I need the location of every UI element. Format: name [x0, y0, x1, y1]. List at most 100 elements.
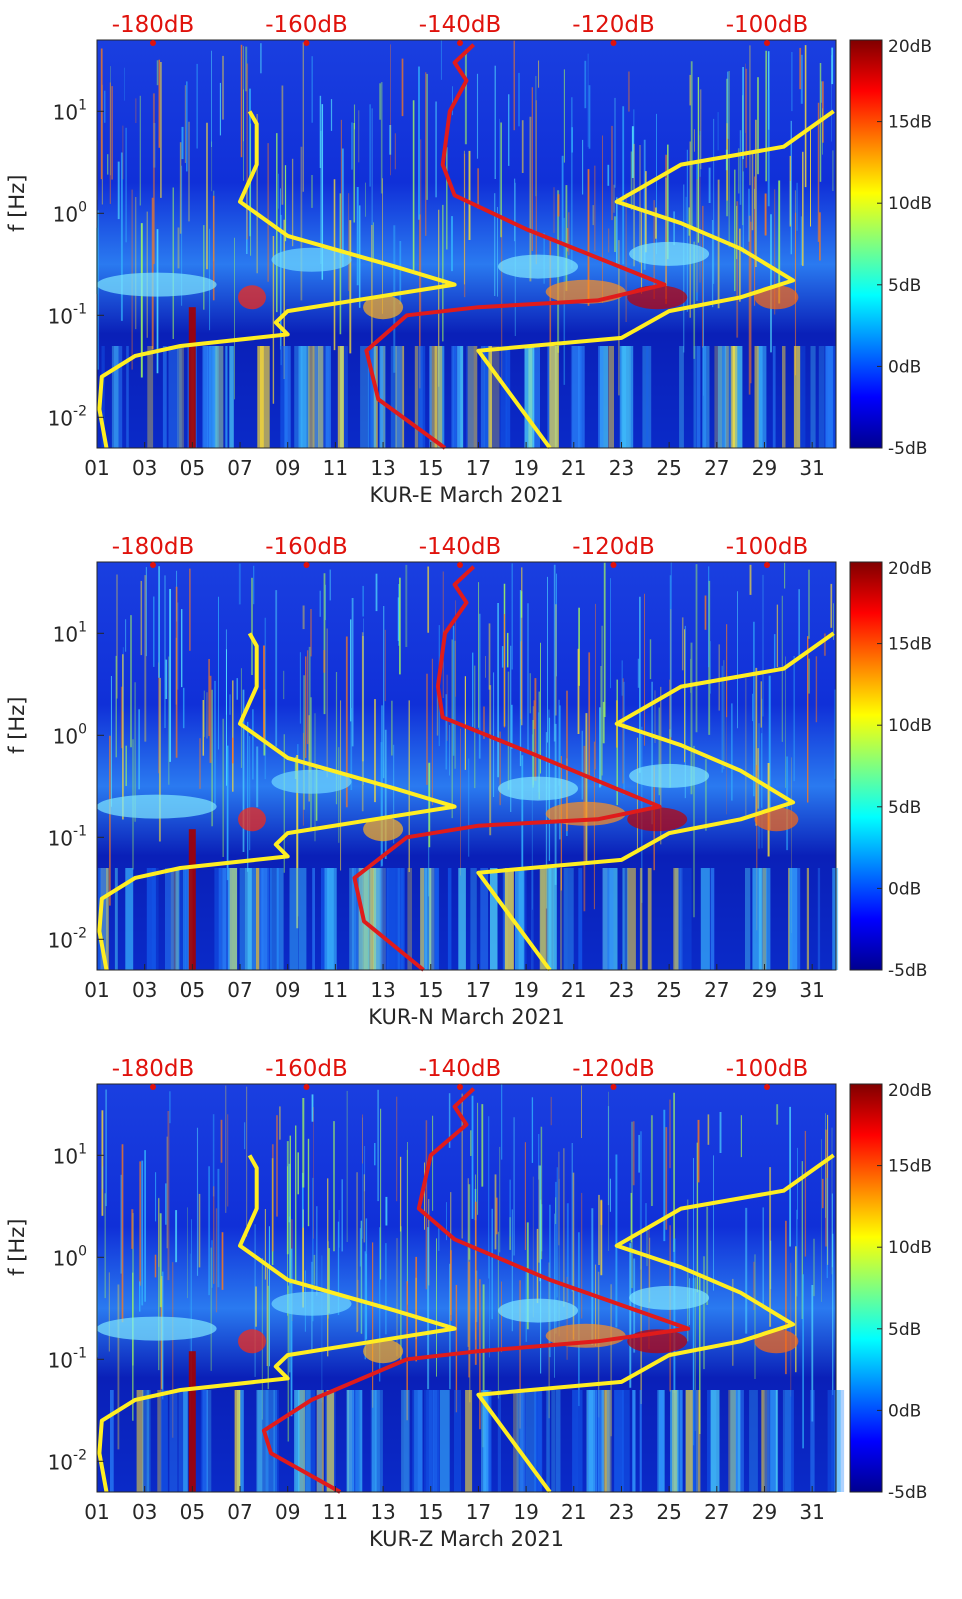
x-axis-label: KUR-N March 2021 [368, 1005, 564, 1029]
db-scale-marker [457, 562, 463, 568]
event-column [188, 1351, 196, 1492]
x-tick-label: 05 [180, 978, 205, 1002]
y-axis-label: f [Hz] [5, 175, 29, 232]
colorbar-tick-label: 10dB [888, 716, 932, 736]
x-tick-label: 25 [656, 456, 681, 480]
colorbar-tick-label: 15dB [888, 113, 932, 133]
x-tick-label: 27 [704, 456, 729, 480]
colorbar-tick-label: -5dB [888, 1483, 927, 1503]
x-axis-label: KUR-Z March 2021 [369, 1527, 564, 1551]
event-column [188, 829, 196, 970]
y-tick-label: 100 [53, 1243, 87, 1270]
y-tick-label: 101 [53, 97, 87, 124]
colorbar-tick-label: 20dB [888, 37, 932, 57]
colorbar-tick-label: -5dB [888, 961, 927, 981]
db-scale-marker [303, 562, 310, 568]
x-tick-label: 15 [418, 978, 443, 1002]
median-curve [352, 565, 662, 972]
x-tick-label: 31 [799, 1500, 824, 1524]
x-tick-label: 01 [84, 1500, 109, 1524]
y-tick-label: 10-1 [48, 1345, 87, 1372]
db-scale-label: -140dB [419, 12, 502, 38]
y-tick-label: 10-1 [48, 301, 87, 328]
x-tick-label: 23 [609, 456, 634, 480]
db-scale-label: -160dB [265, 1056, 348, 1082]
x-tick-label: 07 [227, 456, 252, 480]
colorbar-tick-label: 20dB [888, 559, 932, 579]
db-scale-label: -120dB [572, 1056, 655, 1082]
x-tick-label: 11 [323, 978, 348, 1002]
y-tick-label: 101 [53, 619, 87, 646]
median-curve [261, 1087, 691, 1494]
panel-1: 01 03 05 07 09 11 13 15 17 19 21 23 25 27 29 31 10-2 10-1… [5, 12, 932, 507]
colorbar-tick-label: 10dB [888, 194, 932, 214]
x-tick-label: 31 [799, 456, 824, 480]
x-tick-label: 25 [656, 978, 681, 1002]
x-tick-label: 03 [132, 456, 157, 480]
db-scale-label: -100dB [726, 534, 809, 560]
model-curve-2 [476, 1153, 835, 1494]
db-scale-label: -140dB [419, 1056, 502, 1082]
db-scale-label: -120dB [572, 534, 655, 560]
x-tick-label: 23 [609, 1500, 634, 1524]
x-tick-label: 27 [704, 1500, 729, 1524]
colorbar-tick-label: 5dB [888, 276, 921, 296]
x-tick-label: 07 [227, 978, 252, 1002]
db-scale-label: -160dB [265, 12, 348, 38]
model-curve-1 [97, 1154, 457, 1493]
model-curve-1 [97, 110, 457, 449]
db-scale-marker [150, 562, 156, 568]
db-scale-marker [610, 1084, 617, 1090]
colorbar-tick-label: 5dB [888, 1320, 921, 1340]
x-tick-label: 13 [370, 456, 395, 480]
x-tick-label: 29 [752, 456, 777, 480]
x-tick-label: 09 [275, 1500, 300, 1524]
x-tick-label: 15 [418, 1500, 443, 1524]
colorbar [849, 1083, 883, 1493]
y-tick-label: 10-2 [48, 925, 87, 952]
x-tick-label: 19 [513, 456, 538, 480]
x-tick-label: 21 [561, 1500, 586, 1524]
spectrogram-streaks [97, 562, 839, 970]
db-scale-label: -180dB [112, 1056, 195, 1082]
model-curve-2 [476, 631, 835, 972]
y-tick-label: 10-1 [48, 823, 87, 850]
colorbar [849, 561, 883, 971]
panel-2: 01 03 05 07 09 11 13 15 17 19 21 23 25 27 29 31 10-2 10-1… [5, 534, 932, 1029]
x-tick-label: 09 [275, 978, 300, 1002]
x-tick-label: 03 [132, 1500, 157, 1524]
x-axis-label: KUR-E March 2021 [370, 483, 564, 507]
db-scale-label: -160dB [265, 534, 348, 560]
db-scale-marker [303, 40, 310, 46]
y-axis-label: f [Hz] [5, 697, 29, 754]
x-tick-label: 21 [561, 456, 586, 480]
db-scale-marker [764, 40, 770, 46]
db-scale-label: -100dB [726, 12, 809, 38]
db-scale-marker [303, 1084, 310, 1090]
db-scale-label: -180dB [112, 534, 195, 560]
colorbar-tick-label: 20dB [888, 1081, 932, 1101]
y-tick-label: 10-2 [48, 1447, 87, 1474]
db-scale-marker [150, 40, 156, 46]
db-scale-marker [457, 1084, 463, 1090]
plot-frame [96, 1083, 837, 1493]
x-tick-label: 03 [132, 978, 157, 1002]
colorbar-tick-label: 15dB [888, 1157, 932, 1177]
y-tick-label: 101 [53, 1141, 87, 1168]
colorbar-tick-label: 0dB [888, 879, 921, 899]
y-tick-label: 10-2 [48, 403, 87, 430]
x-tick-label: 09 [275, 456, 300, 480]
spectrogram-streaks [96, 1084, 845, 1492]
x-tick-label: 27 [704, 978, 729, 1002]
x-tick-label: 15 [418, 456, 443, 480]
colorbar-tick-label: 5dB [888, 798, 921, 818]
y-axis-label: f [Hz] [5, 1219, 29, 1276]
y-tick-label: 100 [53, 721, 87, 748]
db-scale-marker [150, 1084, 156, 1090]
microseism-band [96, 241, 799, 320]
x-tick-label: 17 [466, 1500, 491, 1524]
x-tick-label: 01 [84, 456, 109, 480]
model-curve-1 [97, 632, 457, 971]
x-tick-label: 01 [84, 978, 109, 1002]
x-tick-label: 05 [180, 456, 205, 480]
